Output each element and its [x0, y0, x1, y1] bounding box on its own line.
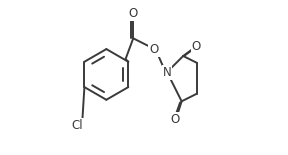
- Text: O: O: [129, 7, 138, 20]
- Text: O: O: [192, 40, 201, 53]
- Text: N: N: [163, 66, 171, 79]
- Text: Cl: Cl: [72, 119, 84, 132]
- Text: O: O: [149, 43, 159, 56]
- Text: O: O: [170, 113, 179, 126]
